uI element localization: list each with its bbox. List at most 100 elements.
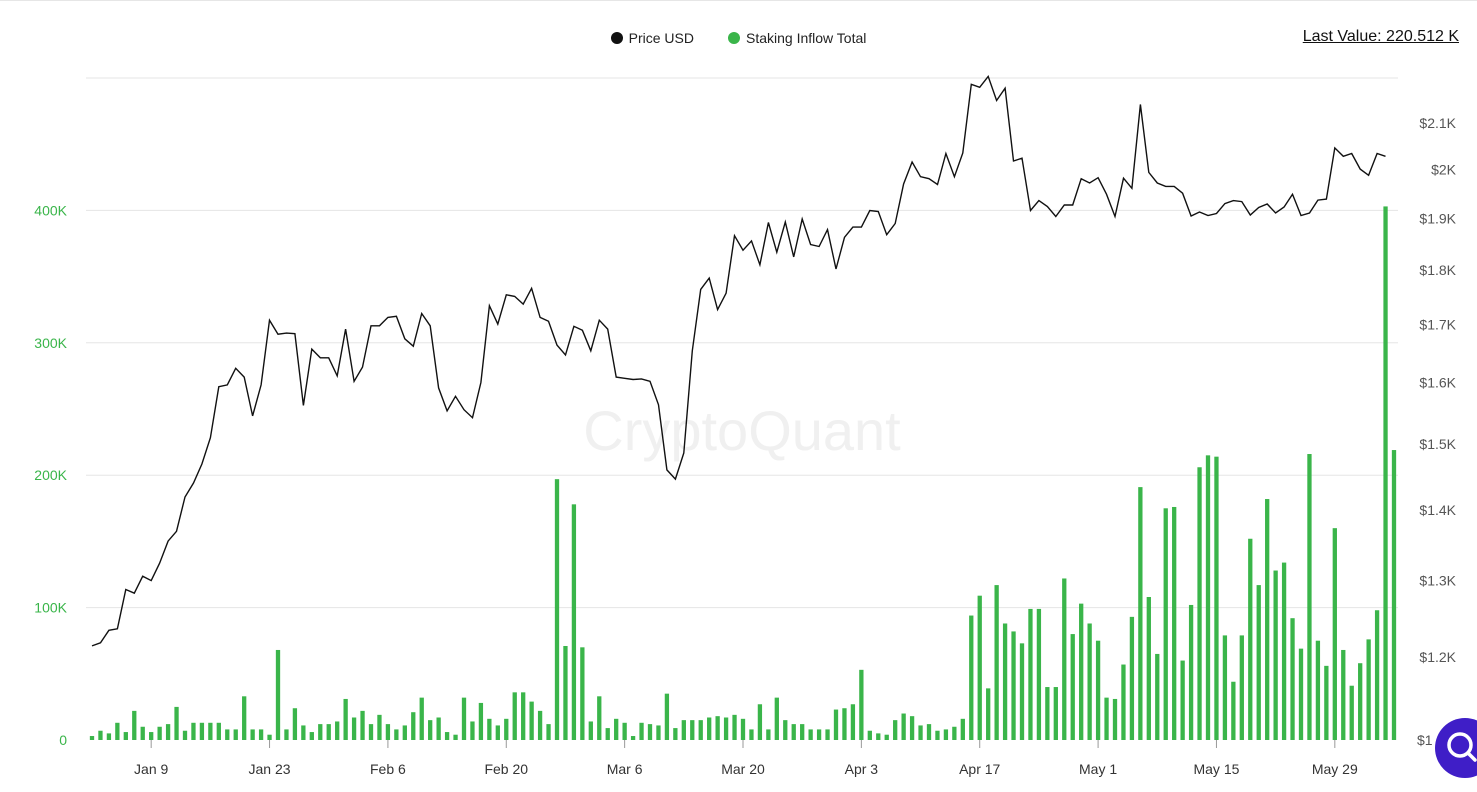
inflow-bar [1028,608,1033,740]
inflow-bar [1104,697,1109,740]
inflow-bar [504,718,509,740]
inflow-bar [571,504,577,740]
inflow-bar [630,736,636,740]
legend-item-price[interactable]: Price USD [610,28,694,48]
inflow-bar [918,725,923,740]
right-tick-label: $1.5K [1419,436,1456,452]
inflow-bar [98,730,103,740]
inflow-bar [1332,528,1337,740]
inflow-bar [377,714,382,740]
right-tick-label: $1.8K [1419,262,1456,278]
inflow-bar [723,717,729,740]
inflow-bar [191,722,196,740]
inflow-bar [749,729,754,740]
inflow-bar [740,718,746,740]
inflow-bar [233,729,238,740]
chat-search-icon [1447,732,1477,762]
inflow-bar [1231,681,1236,740]
inflow-bar [1019,643,1025,740]
right-tick-label: $2K [1431,162,1457,178]
inflow-bar [1290,618,1295,740]
inflow-bar [656,725,661,740]
inflow-bar [952,726,957,740]
inflow-bar [149,732,154,740]
inflow-bar [275,649,281,740]
x-tick-label: Jan 9 [134,761,168,777]
inflow-bar [1197,467,1202,740]
right-tick-label: $1.3K [1419,573,1456,589]
left-tick-label: 100K [34,600,67,616]
inflow-bar [436,717,441,740]
inflow-bar [1383,206,1388,741]
inflow-bar [977,595,982,740]
legend-item-inflow[interactable]: Staking Inflow Total [727,28,867,48]
inflow-bar [800,724,805,740]
inflow-bar [1062,578,1067,740]
inflow-bar [132,710,137,740]
inflow-bar [690,720,695,740]
inflow-bar [707,717,712,740]
inflow-bar [1095,640,1101,740]
inflow-bar [546,724,551,740]
inflow-bar [1374,610,1380,740]
right-tick-label: $1.7K [1419,317,1456,333]
inflow-bar [1112,698,1118,740]
inflow-bar [884,734,889,740]
inflow-bar [816,729,822,740]
inflow-bar [453,734,458,740]
inflow-bar [1214,456,1219,740]
inflow-bar [419,697,424,740]
inflow-bar [182,730,188,740]
last-value-link[interactable]: Last Value: 220.512 K [1302,28,1459,45]
inflow-bar [994,585,999,740]
legend-label-inflow: Staking Inflow Total [745,30,867,46]
price-legend-dot [610,32,623,44]
help-chat-button[interactable] [1435,718,1477,778]
inflow-bar [1079,603,1084,740]
inflow-bar [174,706,179,740]
inflow-bar [385,724,391,740]
inflow-bar [1324,665,1329,740]
inflow-bar [242,696,247,740]
inflow-bar [123,732,128,740]
inflow-bar [783,720,788,740]
inflow-bar [681,720,686,740]
inflow-bar [258,729,264,740]
inflow-bar [605,728,610,740]
right-tick-label: $1 [1417,732,1433,748]
x-tick-label: Mar 6 [607,761,643,777]
inflow-bar [368,724,374,740]
x-tick-label: Mar 20 [721,761,765,777]
inflow-bar [893,720,898,740]
inflow-bar [647,724,653,740]
inflow-bar [1307,454,1312,740]
inflow-bar [478,702,484,740]
inflow-bar [225,729,230,740]
inflow-bar [512,692,517,740]
inflow-bar [622,722,627,740]
inflow-bar [1366,639,1371,740]
left-tick-label: 200K [34,467,67,483]
inflow-bar [199,722,205,740]
inflow-bar [614,718,619,740]
inflow-bar [351,717,357,740]
x-tick-label: Jan 23 [249,761,291,777]
inflow-bar [664,693,670,740]
inflow-bar [901,713,906,740]
x-tick-label: Feb 20 [484,761,528,777]
right-tick-label: $1.9K [1419,211,1456,227]
inflow-bar [943,729,949,740]
inflow-bar [1248,538,1253,740]
inflow-bar [909,716,915,740]
inflow-bar [1163,508,1168,740]
inflow-bar [876,733,881,740]
inflow-bar [529,701,534,740]
x-tick-label: May 29 [1312,761,1358,777]
inflow-bar [267,734,272,740]
inflow-bar [1155,653,1160,740]
inflow-bar [402,725,407,740]
inflow-bar [960,718,965,740]
inflow-bar [1391,450,1397,740]
chart-legend: Price USD Staking Inflow Total [0,28,1477,48]
